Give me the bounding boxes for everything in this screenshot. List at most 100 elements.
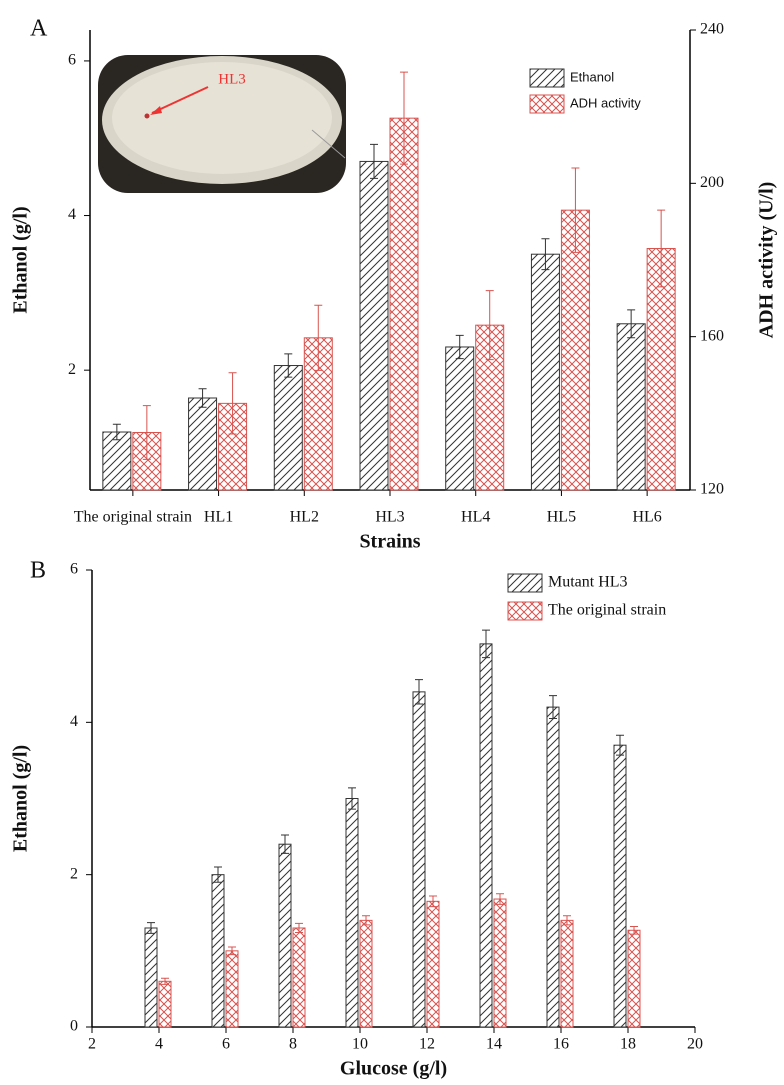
x-tick-label: HL2: [290, 509, 319, 526]
plate-inner: [112, 62, 332, 174]
x-tick-label: 2: [88, 1036, 96, 1053]
y2-tick-label: 200: [700, 174, 724, 191]
arrow: [151, 86, 209, 114]
error-bar: [198, 388, 207, 408]
y-tick-label: 6: [68, 52, 76, 69]
x-tick-label: 16: [553, 1036, 569, 1053]
error-bar: [429, 895, 437, 908]
y-tick-label: 4: [70, 713, 78, 730]
error-bar: [563, 915, 571, 926]
error-bar: [362, 915, 370, 926]
bar: [359, 160, 389, 491]
panel-label: A: [30, 16, 48, 42]
panel-label: B: [30, 558, 46, 584]
legend-label: ADH activity: [570, 95, 641, 110]
x-tick-label: HL5: [547, 509, 576, 526]
legend-swatch: [529, 68, 565, 88]
x-tick-label: 4: [155, 1036, 163, 1053]
error-bar: [281, 834, 289, 854]
bar: [426, 900, 440, 1028]
bar: [188, 397, 218, 491]
error-bar: [616, 734, 624, 756]
error-bar: [314, 304, 323, 371]
x-tick-label: HL1: [204, 509, 233, 526]
error-bar: [455, 334, 464, 360]
bar: [345, 798, 359, 1028]
y2-tick-label: 160: [700, 327, 724, 344]
y-tick-label: 6: [70, 561, 78, 578]
bar: [560, 209, 590, 491]
inset-photo: HL3: [98, 55, 346, 193]
error-bar: [295, 922, 303, 934]
y2-axis-title: ADH activity (U/l): [756, 182, 778, 339]
error-bar: [657, 209, 666, 288]
bar: [292, 927, 306, 1028]
y-axis-title: Ethanol (g/l): [10, 206, 32, 313]
y-tick-label: 2: [70, 865, 78, 882]
connector: [311, 129, 346, 159]
error-bar: [400, 71, 408, 165]
y-tick-label: 4: [68, 206, 76, 223]
bar: [412, 691, 426, 1028]
bar: [546, 706, 560, 1028]
bar: [158, 980, 172, 1028]
bar: [613, 744, 627, 1028]
error-bar: [147, 922, 155, 934]
bar: [445, 346, 475, 491]
bar: [273, 365, 303, 491]
y2-tick-label: 120: [700, 481, 724, 498]
y-tick-label: 2: [68, 361, 76, 378]
bar: [359, 919, 373, 1028]
bar: [627, 929, 641, 1028]
x-tick-label: 18: [620, 1036, 636, 1053]
bar: [211, 874, 225, 1028]
x-tick-label: 14: [486, 1036, 502, 1053]
x-tick-label: HL3: [375, 509, 404, 526]
bar: [389, 117, 419, 491]
bar: [646, 248, 676, 491]
bar: [493, 898, 507, 1028]
colony: [144, 113, 150, 119]
arrow-head: [150, 106, 162, 115]
error-bar: [228, 372, 237, 435]
inset-label: HL3: [218, 71, 246, 87]
bar: [616, 323, 646, 491]
bar: [530, 253, 560, 491]
legend-swatch: [529, 94, 565, 114]
x-axis-title: Strains: [359, 531, 420, 553]
error-bar: [161, 977, 169, 985]
bar: [479, 643, 493, 1028]
legend-label: Ethanol: [570, 69, 614, 84]
error-bar: [496, 893, 504, 905]
x-tick-label: HL6: [632, 509, 661, 526]
bar: [560, 919, 574, 1028]
error-bar: [541, 238, 550, 271]
legend-swatch: [507, 601, 543, 621]
legend-swatch: [507, 573, 543, 593]
error-bar: [348, 787, 356, 810]
error-bar: [228, 946, 236, 956]
x-tick-label: 10: [352, 1036, 368, 1053]
error-bar: [370, 143, 378, 179]
error-bar: [482, 629, 490, 659]
bar: [144, 927, 158, 1028]
legend-label: Mutant HL3: [548, 574, 628, 591]
error-bar: [284, 353, 293, 378]
error-bar: [549, 695, 557, 720]
x-tick-label: 8: [289, 1036, 297, 1053]
x-tick-label: 6: [222, 1036, 230, 1053]
error-bar: [571, 167, 580, 253]
error-bar: [485, 290, 494, 361]
error-bar: [627, 309, 636, 339]
error-bar: [142, 405, 151, 460]
bar: [278, 843, 292, 1028]
error-bar: [214, 866, 222, 883]
error-bar: [415, 679, 423, 705]
x-tick-label: HL4: [461, 509, 490, 526]
x-axis-title: Glucose (g/l): [340, 1058, 447, 1080]
y-axis-title: Ethanol (g/l): [10, 745, 32, 852]
y2-tick-label: 240: [700, 21, 724, 38]
x-tick-label: 12: [419, 1036, 435, 1053]
x-tick-label: The original strain: [74, 509, 192, 526]
